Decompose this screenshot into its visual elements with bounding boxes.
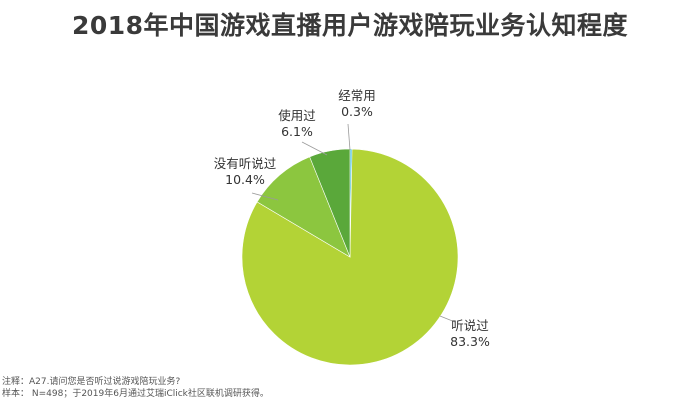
leader-line-1 — [439, 315, 456, 323]
slice-label-1: 听说过 — [451, 318, 489, 333]
leader-line-2 — [251, 192, 279, 201]
leader-line-0 — [347, 123, 351, 151]
slice-label-2: 没有听说过 — [214, 156, 277, 171]
footnote-note: 注释：A27.请问您是否听过说游戏陪玩业务? — [2, 377, 181, 387]
pie-slice-2 — [256, 156, 351, 258]
slice-value-label-2: 10.4% — [225, 172, 265, 187]
slice-label-3: 使用过 — [278, 108, 316, 123]
slice-value-label-3: 6.1% — [281, 124, 313, 139]
leader-line-3 — [301, 141, 328, 156]
pie-slice-1 — [241, 148, 459, 366]
slice-value-label-0: 0.3% — [341, 104, 373, 119]
slice-label-0: 经常用 — [338, 88, 376, 103]
leader-lines — [251, 123, 456, 323]
footnote-sample: 样本： N=498；于2019年6月通过艾瑞iClick社区联机调研获得。 — [2, 389, 269, 399]
pie-slices — [241, 148, 459, 366]
slice-value-label-1: 83.3% — [450, 334, 490, 349]
chart-title: 2018年中国游戏直播用户游戏陪玩业务认知程度 — [71, 11, 629, 40]
footnotes: 注释：A27.请问您是否听过说游戏陪玩业务? 样本： N=498；于2019年6… — [2, 376, 269, 400]
